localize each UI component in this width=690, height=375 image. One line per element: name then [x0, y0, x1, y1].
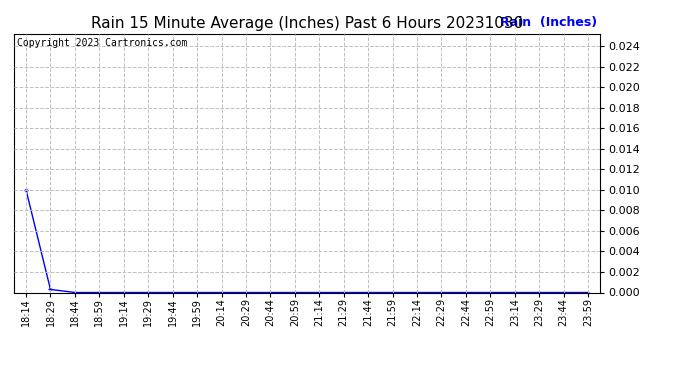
Title: Rain 15 Minute Average (Inches) Past 6 Hours 20231030: Rain 15 Minute Average (Inches) Past 6 H…	[91, 16, 523, 31]
Text: Copyright 2023 Cartronics.com: Copyright 2023 Cartronics.com	[17, 38, 187, 48]
Text: Rain  (Inches): Rain (Inches)	[500, 16, 598, 28]
